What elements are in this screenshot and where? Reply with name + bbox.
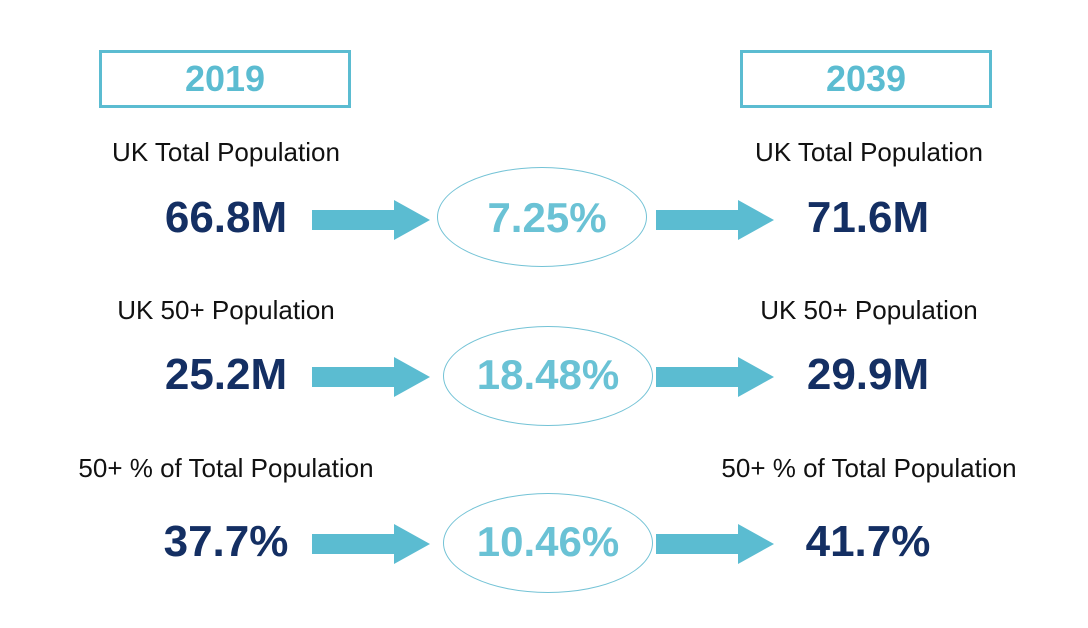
row3-right-value: 41.7% [805, 517, 931, 566]
right-arrow-icon [656, 357, 774, 397]
ellipse-outline [443, 493, 653, 593]
ellipse-outline [437, 167, 647, 267]
right-arrow-icon [312, 357, 430, 397]
right-arrow-icon [656, 200, 774, 240]
year-label-2019: 2019 [99, 50, 351, 108]
row3-change-percent: 10.46% [476, 518, 620, 565]
right-arrow-icon [312, 524, 430, 564]
row1-right-value: 71.6M [806, 193, 930, 242]
right-arrow-icon [656, 524, 774, 564]
row2-left-label: UK 50+ Population [117, 295, 335, 325]
row2-right-value: 29.9M [806, 350, 930, 399]
right-arrow-icon [312, 200, 430, 240]
row3-left-value: 37.7% [163, 517, 289, 566]
row3-right-label: 50+ % of Total Population [721, 453, 1017, 483]
row1-right-label: UK Total Population [755, 137, 983, 167]
row2-right-label: UK 50+ Population [760, 295, 978, 325]
row1-left-label: UK Total Population [112, 137, 340, 167]
row2-left-value: 25.2M [164, 350, 288, 399]
row1-left-value: 66.8M [164, 193, 288, 242]
row3-left-label: 50+ % of Total Population [78, 453, 374, 483]
ellipse-outline [443, 326, 653, 426]
row1-change-percent: 7.25% [487, 194, 607, 241]
year-label-2039: 2039 [740, 50, 992, 108]
row2-change-percent: 18.48% [476, 351, 620, 398]
